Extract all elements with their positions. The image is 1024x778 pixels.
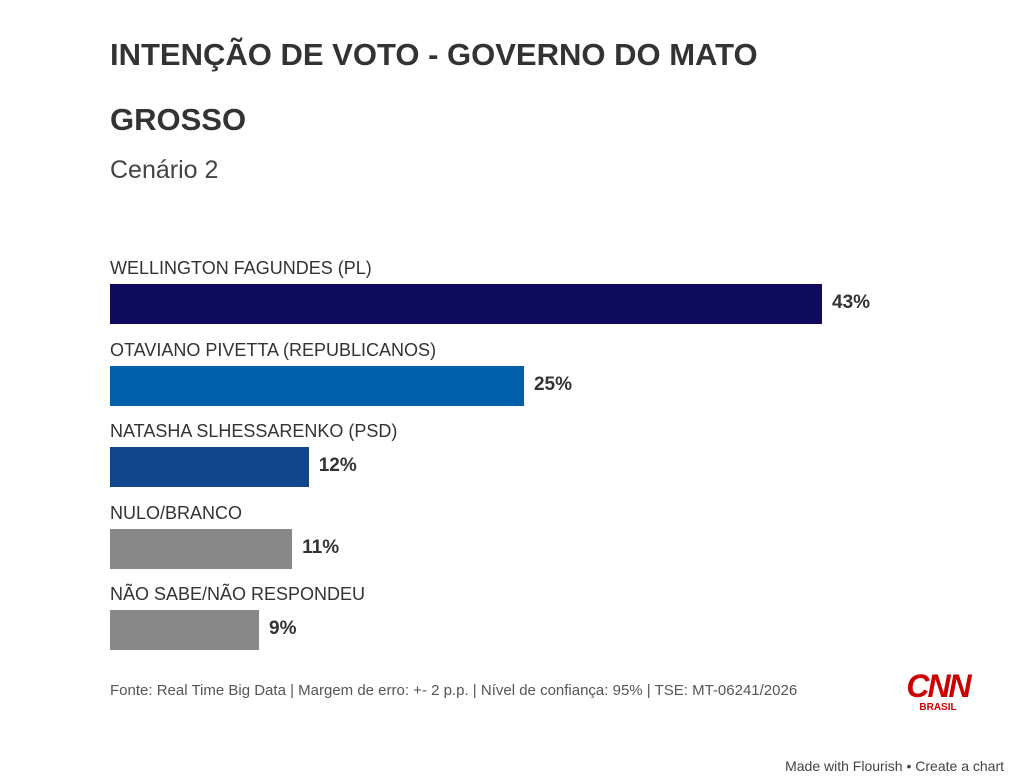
logo: CNN BRASIL [904, 670, 972, 714]
bar [110, 365, 524, 406]
create-chart-link[interactable]: Create a chart [915, 758, 1004, 774]
value-label: 12% [318, 455, 357, 477]
flourish-link[interactable]: Made with Flourish [785, 758, 903, 774]
bar [110, 610, 260, 651]
value-label: 11% [302, 536, 340, 558]
chart-title: INTENÇÃO DE VOTO - GOVERNO DO MATO GROSS… [110, 37, 758, 137]
category-label: NÃO SABE/NÃO RESPONDEU [110, 584, 366, 605]
bar [110, 447, 309, 488]
bar [110, 528, 293, 569]
category-label: OTAVIANO PIVETTA (REPUBLICANOS) [110, 339, 437, 360]
category-label: NATASHA SLHESSARENKO (PSD) [110, 421, 398, 442]
value-label: 25% [533, 373, 572, 395]
chart-subtitle: Cenário 2 [110, 156, 219, 184]
logo-subtitle: BRASIL [919, 702, 957, 713]
category-label: WELLINGTON FAGUNDES (PL) [110, 258, 372, 278]
bar [110, 284, 822, 324]
category-label: NULO/BRANCO [110, 502, 243, 523]
footer: Made with Flourish • Create a chart [785, 758, 1004, 774]
value-label: 9% [269, 618, 297, 640]
source-note: Fonte: Real Time Big Data | Margem de er… [110, 682, 798, 699]
value-label: 43% [832, 292, 871, 313]
logo-mark: CNN [906, 668, 971, 704]
